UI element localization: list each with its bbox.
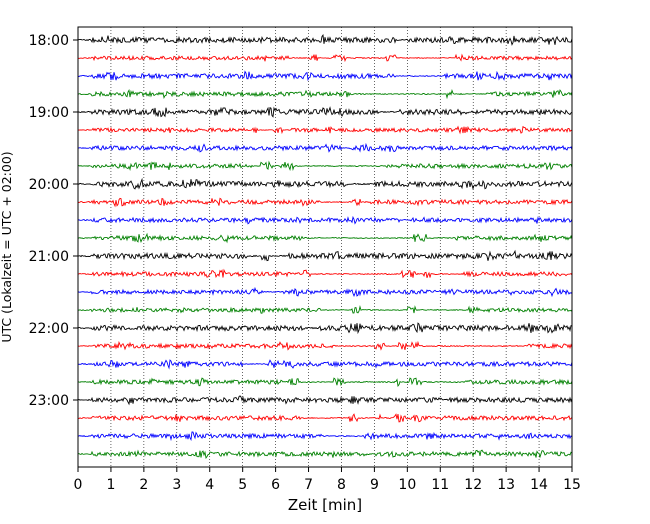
x-axis: 0 1 2 3 4 5 6 7 8 9 10 11 12 13 14 15 [74,467,581,493]
trace-2100 [77,249,573,262]
x-tick-label-11: 11 [431,477,449,493]
y-tick-label-2000: 20:00 [29,177,69,193]
x-tick-label-8: 8 [337,477,346,493]
trace-1900 [77,106,573,118]
y-tick-label-2100: 21:00 [29,249,69,265]
trace-2045 [78,232,573,244]
trace-2345 [77,449,573,459]
trace-1845 [77,88,573,100]
x-tick-label-1: 1 [106,477,115,493]
trace-2015 [77,197,573,208]
grid-layer [110,27,540,467]
y-tick-label-2300: 23:00 [29,393,69,409]
trace-1815 [77,53,573,63]
x-tick-label-4: 4 [205,477,214,493]
y-tick-label-2200: 22:00 [29,321,69,337]
trace-1930 [77,142,573,153]
trace-2145 [77,305,573,314]
x-tick-label-7: 7 [304,477,313,493]
trace-1830 [77,70,573,82]
trace-2245 [77,377,573,387]
x-tick-label-15: 15 [563,477,581,493]
x-tick-label-6: 6 [271,477,280,493]
x-axis-label: Zeit [min] [288,496,362,514]
trace-layer [77,34,573,459]
x-tick-label-0: 0 [74,477,83,493]
y-axis-label: UTC (Lokalzeit = UTC + 02:00) [0,151,14,342]
x-tick-label-3: 3 [172,477,181,493]
x-tick-label-10: 10 [398,477,416,493]
trace-2300 [77,395,573,406]
y-axis: 18:00 19:00 20:00 21:00 22:00 23:00 [29,33,78,409]
x-tick-label-5: 5 [238,477,247,493]
y-tick-label-1900: 19:00 [29,105,69,121]
trace-2030 [77,215,573,225]
x-tick-label-9: 9 [370,477,379,493]
trace-1800 [77,34,573,46]
trace-2000 [77,177,573,191]
trace-2330 [78,431,573,442]
trace-1915 [77,125,573,135]
x-tick-label-14: 14 [530,477,548,493]
x-tick-label-12: 12 [464,477,482,493]
trace-2130 [77,286,573,298]
trace-1945 [77,160,573,171]
trace-2230 [77,359,573,370]
trace-2200 [77,322,573,335]
x-tick-label-13: 13 [497,477,515,493]
trace-2315 [77,413,573,423]
trace-2115 [77,268,573,279]
trace-2215 [77,340,573,351]
plot-frame [77,26,573,468]
x-tick-label-2: 2 [139,477,148,493]
y-tick-label-1800: 18:00 [29,33,69,49]
